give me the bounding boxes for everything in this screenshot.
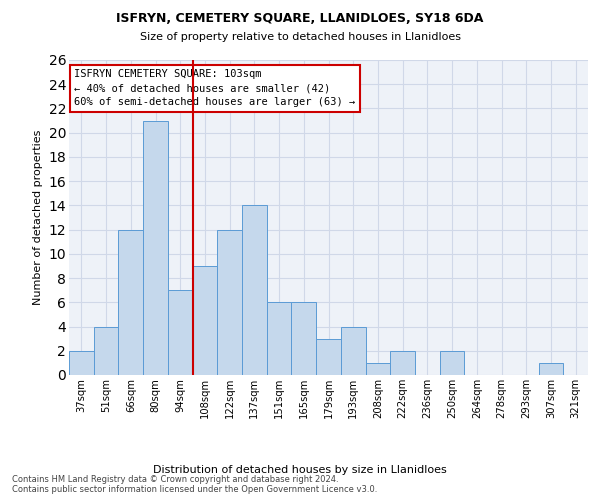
Bar: [316, 338, 341, 375]
Text: Size of property relative to detached houses in Llanidloes: Size of property relative to detached ho…: [139, 32, 461, 42]
Bar: [341, 326, 365, 375]
Bar: [242, 206, 267, 375]
Bar: [539, 363, 563, 375]
Text: Contains HM Land Registry data © Crown copyright and database right 2024.: Contains HM Land Registry data © Crown c…: [12, 475, 338, 484]
Y-axis label: Number of detached properties: Number of detached properties: [33, 130, 43, 305]
Bar: [193, 266, 217, 375]
Text: Contains public sector information licensed under the Open Government Licence v3: Contains public sector information licen…: [12, 485, 377, 494]
Bar: [143, 120, 168, 375]
Bar: [440, 351, 464, 375]
Bar: [292, 302, 316, 375]
Bar: [390, 351, 415, 375]
Text: ISFRYN, CEMETERY SQUARE, LLANIDLOES, SY18 6DA: ISFRYN, CEMETERY SQUARE, LLANIDLOES, SY1…: [116, 12, 484, 26]
Bar: [267, 302, 292, 375]
Bar: [94, 326, 118, 375]
Bar: [168, 290, 193, 375]
Text: Distribution of detached houses by size in Llanidloes: Distribution of detached houses by size …: [153, 465, 447, 475]
Bar: [365, 363, 390, 375]
Bar: [118, 230, 143, 375]
Bar: [217, 230, 242, 375]
Text: ISFRYN CEMETERY SQUARE: 103sqm
← 40% of detached houses are smaller (42)
60% of : ISFRYN CEMETERY SQUARE: 103sqm ← 40% of …: [74, 70, 355, 108]
Bar: [69, 351, 94, 375]
